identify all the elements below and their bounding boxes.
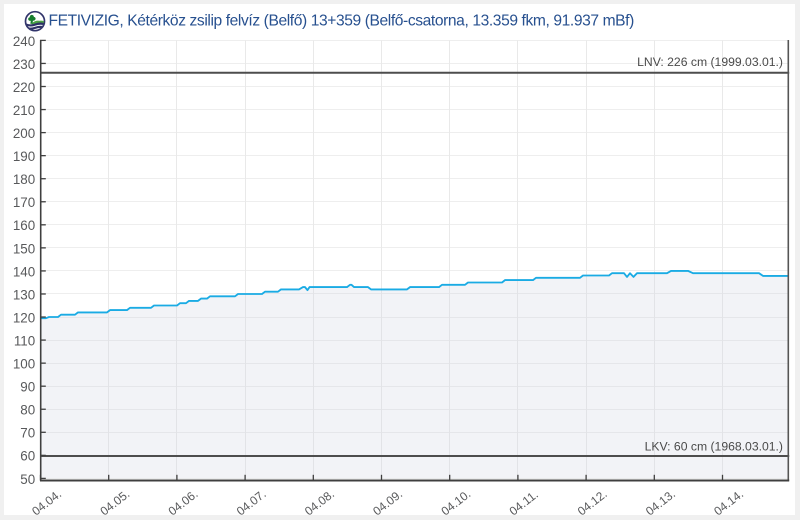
- svg-text:100: 100: [13, 357, 35, 372]
- svg-text:04.13.: 04.13.: [643, 487, 678, 519]
- svg-text:04.07.: 04.07.: [234, 487, 269, 519]
- svg-text:04.08.: 04.08.: [302, 487, 337, 519]
- svg-text:240: 240: [13, 34, 35, 49]
- svg-text:110: 110: [14, 334, 35, 349]
- svg-text:04.09.: 04.09.: [370, 487, 405, 519]
- svg-text:130: 130: [13, 287, 35, 302]
- svg-text:230: 230: [13, 57, 35, 72]
- svg-text:180: 180: [13, 172, 35, 187]
- svg-text:04.06.: 04.06.: [166, 487, 201, 519]
- svg-text:160: 160: [13, 218, 35, 233]
- svg-text:04.05.: 04.05.: [97, 487, 132, 519]
- svg-text:190: 190: [13, 149, 35, 164]
- svg-text:04.10.: 04.10.: [438, 487, 473, 519]
- svg-text:04.11.: 04.11.: [507, 487, 541, 518]
- svg-text:04.04.: 04.04.: [29, 487, 64, 519]
- svg-text:FETIVIZIG, Kétérköz zsilip fel: FETIVIZIG, Kétérköz zsilip felvíz (Belfő…: [49, 13, 635, 30]
- svg-text:220: 220: [13, 80, 35, 95]
- svg-text:04.14.: 04.14.: [711, 487, 746, 519]
- svg-text:200: 200: [13, 126, 35, 141]
- svg-text:80: 80: [20, 403, 35, 418]
- svg-text:150: 150: [13, 241, 35, 256]
- svg-text:70: 70: [20, 426, 35, 441]
- svg-text:140: 140: [13, 264, 35, 279]
- svg-text:90: 90: [20, 380, 35, 395]
- svg-text:LNV: 226 cm (1999.03.01.): LNV: 226 cm (1999.03.01.): [637, 55, 783, 69]
- svg-text:170: 170: [13, 195, 35, 210]
- svg-text:60: 60: [20, 449, 35, 464]
- svg-text:04.12.: 04.12.: [575, 487, 610, 519]
- svg-text:120: 120: [13, 310, 35, 325]
- svg-text:50: 50: [20, 472, 35, 487]
- svg-text:LKV: 60 cm (1968.03.01.): LKV: 60 cm (1968.03.01.): [645, 440, 783, 454]
- svg-text:210: 210: [13, 103, 35, 118]
